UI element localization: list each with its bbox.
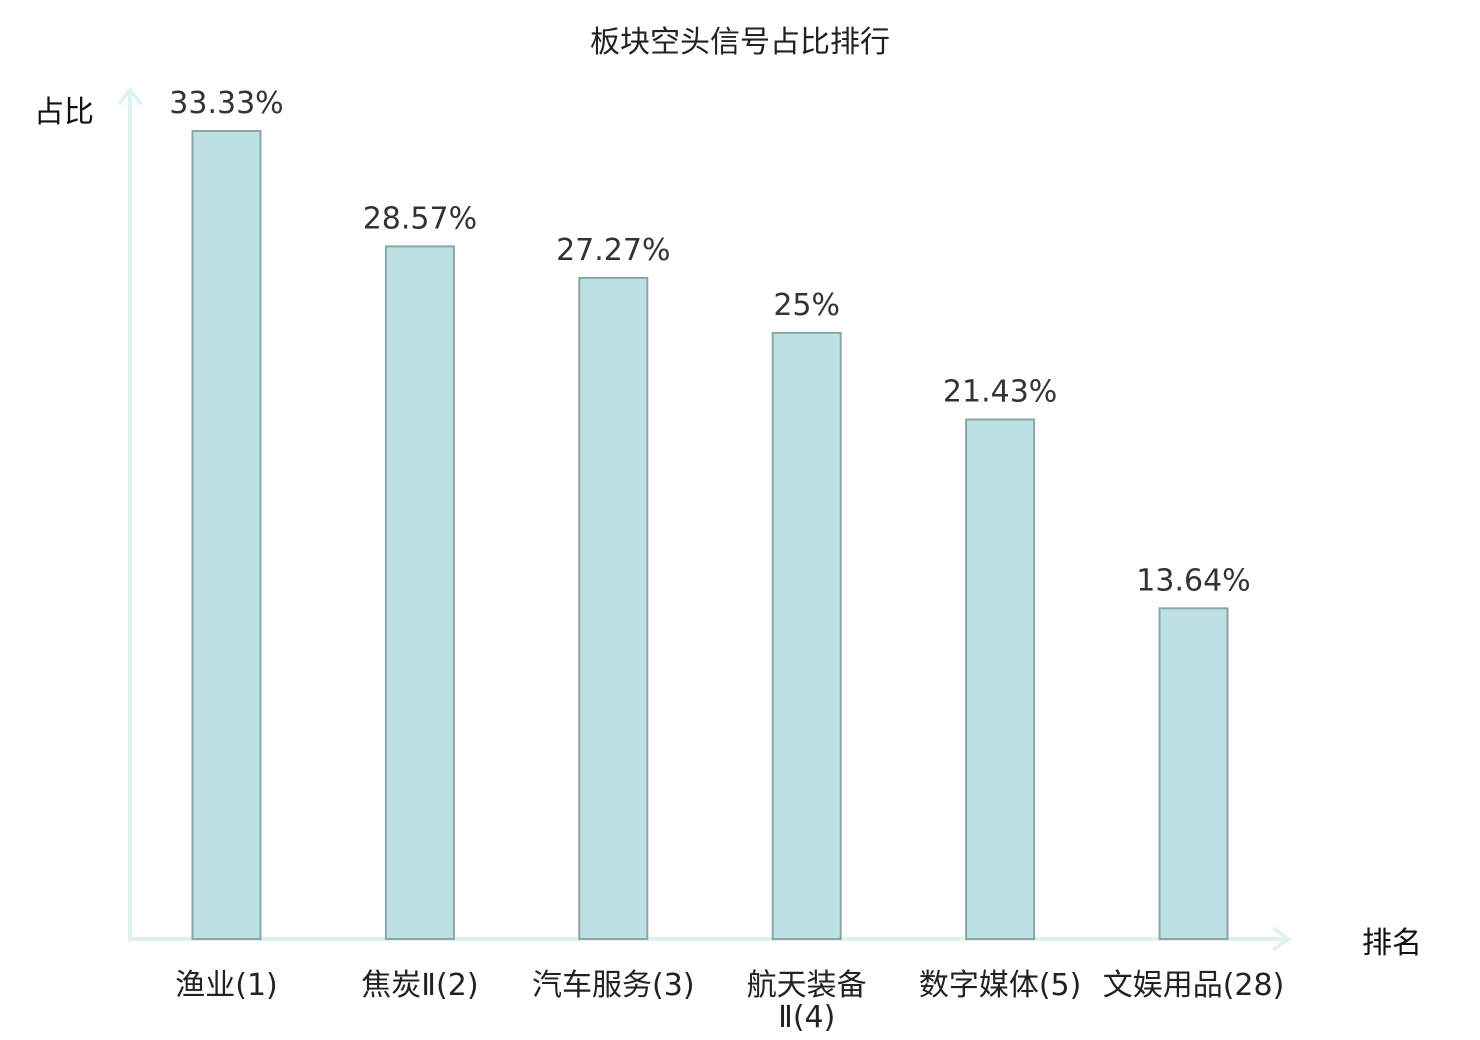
x-tick-label: 数字媒体(5) <box>919 968 1082 1003</box>
x-tick-label: 汽车服务(3) <box>532 968 695 1003</box>
bar-value-label: 21.43% <box>943 374 1057 409</box>
category-labels-group: 渔业(1) 焦炭Ⅱ(2) 汽车服务(3) 航天装备 Ⅱ(4) 数字媒体(5) 文娱用品(28… <box>175 968 1284 1035</box>
x-tick-label: 航天装备 Ⅱ(4) <box>747 968 867 1035</box>
bar-value-label: 13.64% <box>1136 563 1250 598</box>
x-axis-title: 排名 <box>1362 926 1422 961</box>
bar-value-label: 28.57% <box>363 201 477 236</box>
chart-title: 板块空头信号占比排行 <box>590 25 890 60</box>
bar <box>191 130 262 940</box>
bar-value-label: 27.27% <box>556 233 670 268</box>
y-axis-title: 占比 <box>34 95 94 130</box>
x-tick-label: 渔业(1) <box>175 968 278 1003</box>
bar-value-label: 25% <box>773 288 840 323</box>
bar <box>965 418 1036 940</box>
x-axis-arrow <box>1271 926 1292 952</box>
bar <box>578 276 649 940</box>
y-axis-arrow <box>117 86 143 106</box>
value-labels-group: 33.33% 28.57% 27.27% 25% 21.43% 13.64% <box>169 86 1250 598</box>
bar <box>384 245 455 941</box>
x-tick-label: 文娱用品(28) <box>1103 968 1285 1003</box>
bar <box>771 331 842 940</box>
bar <box>1158 607 1229 940</box>
bar-value-label: 33.33% <box>169 86 283 121</box>
x-tick-label: 焦炭Ⅱ(2) <box>361 968 478 1003</box>
bars-group <box>191 130 1229 941</box>
